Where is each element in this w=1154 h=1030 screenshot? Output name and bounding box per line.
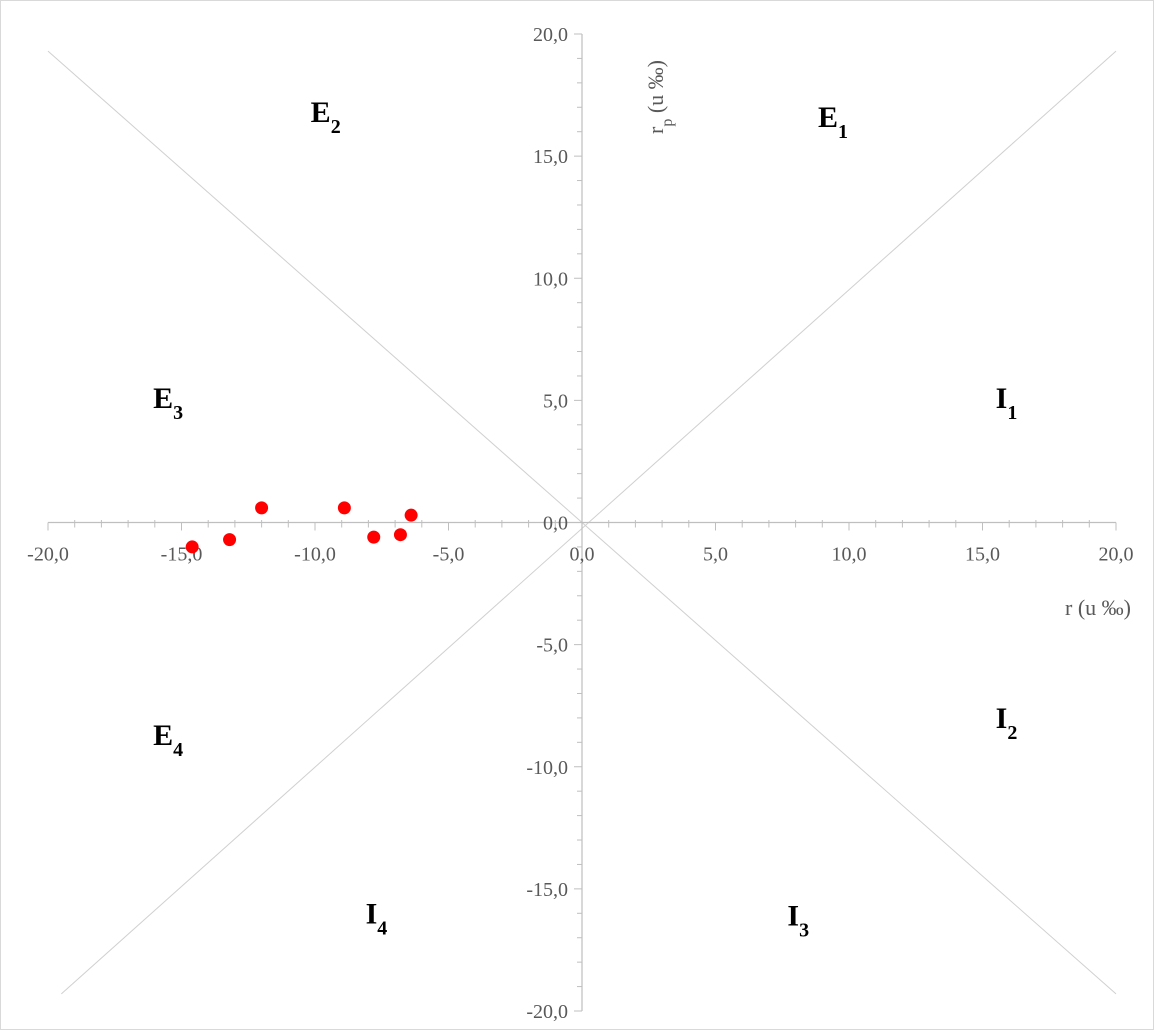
region-label-i4: I4	[366, 897, 388, 939]
y-tick-label: 5,0	[543, 390, 568, 412]
region-label-e4: E4	[153, 719, 183, 761]
x-tick-label: -5,0	[433, 544, 465, 566]
region-label-e1: E1	[818, 101, 848, 143]
data-point	[393, 528, 407, 542]
y-tick-label: 20,0	[533, 24, 568, 46]
x-tick-label: 15,0	[965, 544, 1000, 566]
region-label-i1: I1	[996, 382, 1018, 424]
data-point	[223, 533, 237, 547]
y-axis-title-rest: (u ‰)	[643, 60, 668, 119]
y-tick-label: 10,0	[533, 268, 568, 290]
data-point	[185, 540, 199, 554]
y-axis-title-main: r	[643, 126, 668, 134]
y-axis-title-sub: p	[659, 119, 676, 127]
region-label-e2: E2	[311, 96, 341, 138]
y-tick-label: -15,0	[526, 879, 568, 901]
y-tick-label: 15,0	[533, 146, 568, 168]
x-tick-label: 0,0	[570, 544, 595, 566]
y-tick-label: -5,0	[536, 635, 568, 657]
axis-ticks	[47, 33, 1117, 1012]
region-label-i3: I3	[787, 900, 809, 942]
y-tick-label: -10,0	[526, 757, 568, 779]
data-point	[367, 530, 381, 544]
x-tick-label: 10,0	[832, 544, 867, 566]
x-tick-label: 20,0	[1099, 544, 1134, 566]
y-tick-label: 0,0	[543, 513, 568, 535]
data-point	[337, 501, 351, 515]
x-tick-label: -10,0	[294, 544, 336, 566]
data-point	[404, 508, 418, 522]
region-label-i2: I2	[996, 702, 1018, 744]
x-tick-label: 5,0	[703, 544, 728, 566]
data-point	[255, 501, 269, 515]
x-axis-title: r (u ‰)	[1065, 595, 1131, 620]
y-tick-label: -20,0	[526, 1001, 568, 1023]
region-label-e3: E3	[153, 382, 183, 424]
y-axis-title: rp (u ‰)	[643, 60, 676, 134]
tick-labels: -20,0 -15,0 -10,0 -5,0 0,0 5,0 10,0 15,0 20,0 20,…	[27, 24, 1133, 1023]
region-labels: E2 E1 E3 I1 E4 I2 I4 I3	[153, 96, 1017, 942]
data-points	[185, 501, 418, 554]
x-tick-label: -20,0	[27, 544, 69, 566]
